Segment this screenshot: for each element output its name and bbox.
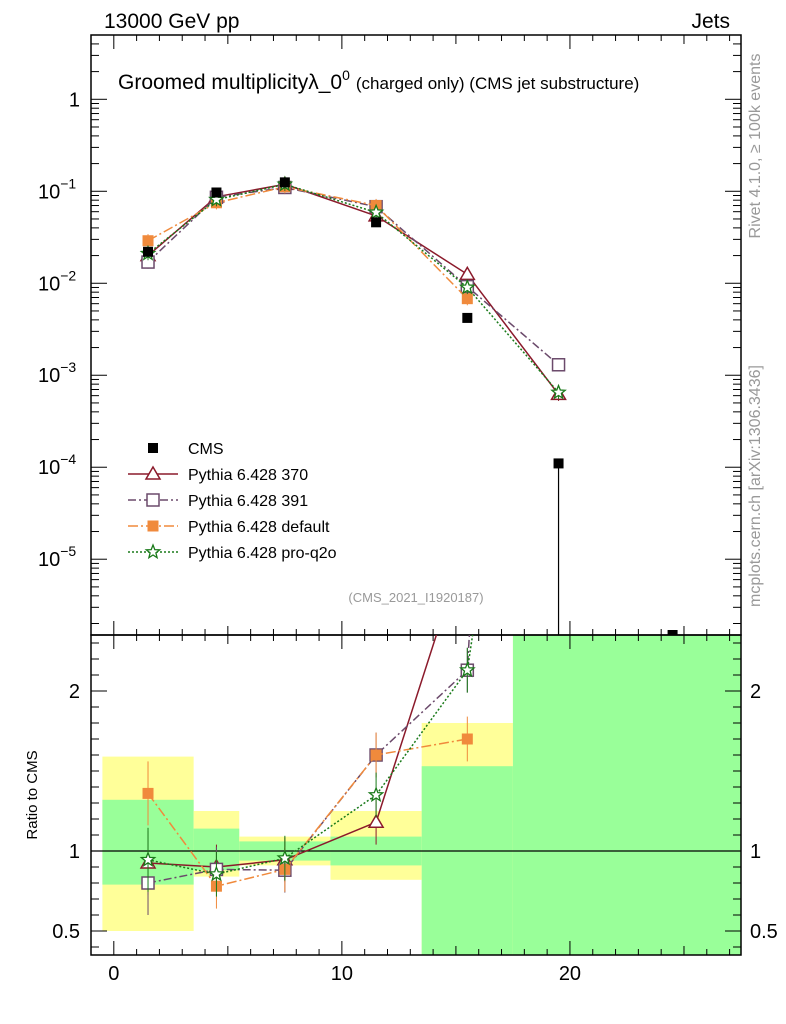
- ratio-marker-proq2o: [367, 786, 385, 803]
- data-point-cms: [553, 458, 564, 469]
- legend-label-cms: CMS: [188, 441, 224, 458]
- lower-y-tick-label-right: 2: [750, 681, 761, 703]
- analysis-watermark: (CMS_2021_I1920187): [348, 590, 483, 605]
- legend-label-p370: Pythia 6.428 370: [188, 467, 308, 484]
- ratio-marker-proq2o: [139, 850, 157, 867]
- x-tick-label: 0: [108, 963, 119, 985]
- lower-ylabel: Ratio to CMS: [24, 750, 41, 839]
- x-tick-label: 20: [559, 963, 581, 985]
- lower-y-tick-label-left: 1: [69, 841, 80, 863]
- axis-tick-labels: 0 10 20 1 10−1 10−2 10−3 10−4 10−5 2 2 1 1 0.5 0.5: [38, 89, 778, 985]
- header-left: 13000 GeV pp: [104, 10, 239, 33]
- legend-marker-default: [147, 520, 159, 532]
- rivet-label: Rivet 4.1.0, ≥ 100k events: [747, 54, 764, 239]
- axis-ticks: [91, 34, 741, 955]
- marker-proq2o: [367, 203, 385, 220]
- data-point-cms: [143, 246, 154, 257]
- lower-y-tick-label-left: 0.5: [52, 921, 80, 943]
- marker-proq2o: [550, 383, 567, 400]
- y-tick-label: 10−4: [38, 451, 76, 479]
- mcplots-label: mcplots.cern.ch [arXiv:1306.3436]: [747, 365, 764, 607]
- legend-label-p391: Pythia 6.428 391: [188, 493, 308, 510]
- legend-marker-p370: [144, 465, 162, 480]
- ratio-marker-default: [142, 787, 154, 799]
- lower-y-tick-label-right: 1: [750, 841, 761, 863]
- title-tail: (charged only) (CMS jet substructure): [356, 74, 639, 93]
- data-point-cms: [279, 177, 290, 188]
- marker-p370: [459, 265, 476, 281]
- ratio-marker-proq2o: [276, 849, 294, 866]
- marker-p391: [551, 358, 566, 372]
- data-point-cms: [211, 187, 222, 198]
- marker-default: [142, 235, 154, 247]
- marker-proq2o: [459, 278, 476, 295]
- y-tick-label: 1: [69, 89, 80, 111]
- legend-label-proq2o: Pythia 6.428 pro-q2o: [188, 545, 337, 562]
- x-tick-label: 10: [331, 963, 353, 985]
- series-line-p370: [147, 183, 560, 395]
- header-right: Jets: [691, 10, 730, 33]
- ratio-marker-proq2o: [458, 661, 476, 678]
- lower-y-tick-label-left: 2: [69, 681, 80, 703]
- legend-marker-proq2o: [144, 543, 162, 560]
- title-main: Groomed multiplicity: [118, 71, 309, 94]
- ratio-marker-default: [461, 733, 473, 745]
- y-tick-label: 10−2: [38, 267, 76, 295]
- legend: CMS Pythia 6.428 370 Pythia 6.428 391 Pythi…: [128, 441, 337, 562]
- lower-series: [139, 635, 476, 915]
- lower-y-tick-label-right: 0.5: [750, 921, 778, 943]
- lower-panel-frame: [90, 634, 742, 956]
- data-point-cms: [462, 312, 473, 323]
- upper-series: [139, 175, 678, 635]
- y-tick-label: 10−1: [38, 175, 76, 203]
- y-tick-label: 10−3: [38, 359, 76, 387]
- ratio-marker-proq2o: [208, 865, 225, 882]
- series-line-p391: [147, 186, 559, 366]
- ratio-marker-default: [370, 749, 382, 761]
- band-green-5: [512, 635, 741, 955]
- series-line-proq2o: [147, 183, 560, 393]
- marker-proq2o: [208, 190, 225, 207]
- uncertainty-bands: [91, 635, 741, 955]
- y-tick-label: 10−5: [38, 543, 76, 571]
- legend-marker-p391: [146, 493, 160, 507]
- chart-title: Groomed multiplicityλ_00 (charged only) (…: [118, 67, 639, 94]
- legend-label-default: Pythia 6.428 default: [188, 519, 330, 536]
- ratio-line-p370: [147, 635, 438, 868]
- band-green-4: [421, 766, 513, 955]
- title-sup: 0: [342, 67, 350, 83]
- legend-marker-cms: [148, 443, 158, 453]
- ratio-marker-p370: [367, 813, 385, 828]
- data-point-cms: [667, 630, 678, 635]
- title-lambda: λ_0: [308, 71, 342, 94]
- data-point-cms: [371, 217, 382, 228]
- marker-default: [461, 293, 473, 305]
